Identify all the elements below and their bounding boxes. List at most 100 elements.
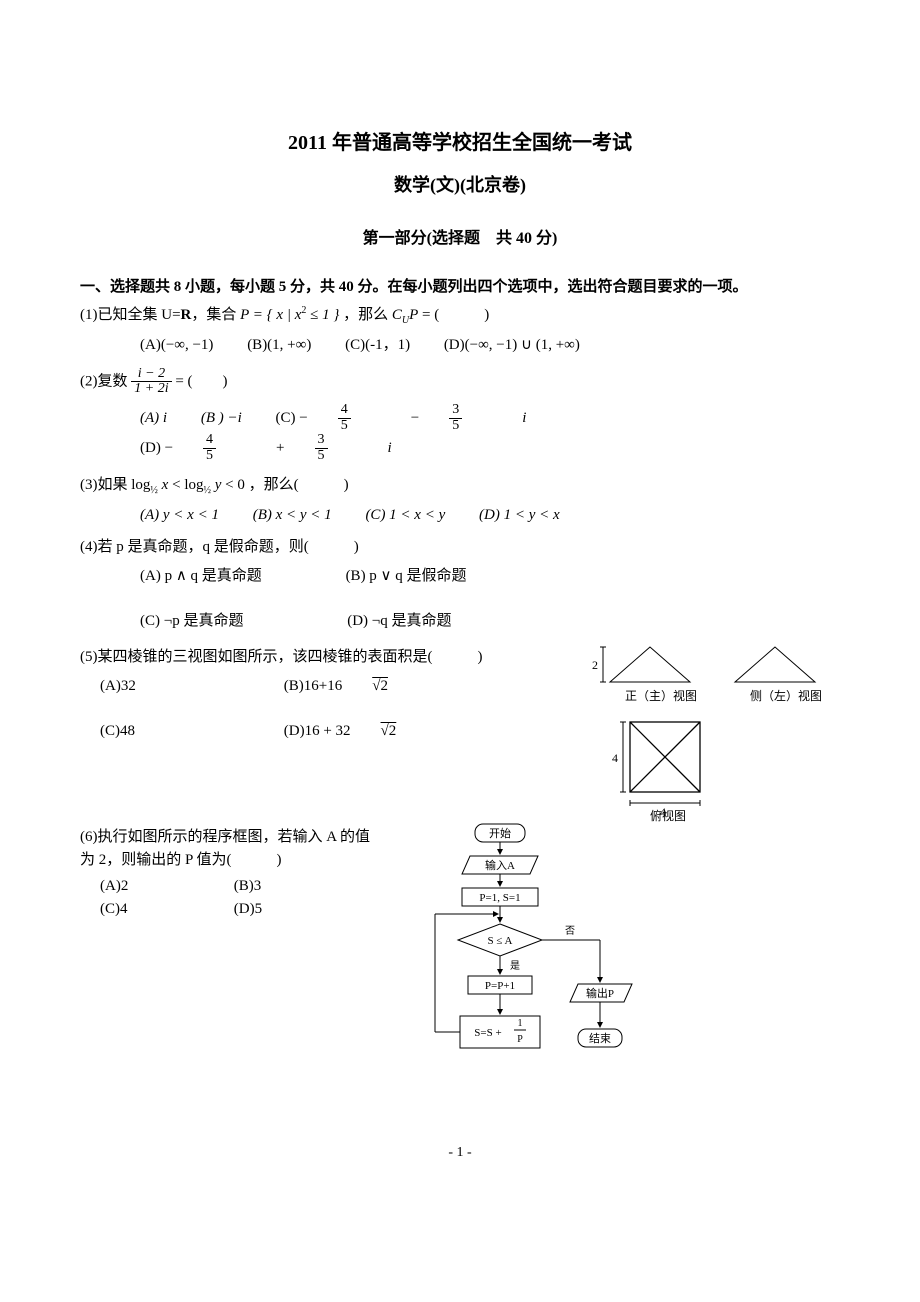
q2-C-f2d: 5 — [449, 419, 462, 434]
q5-opt-D: (D)16 + 32 √2 — [284, 720, 427, 743]
flow-no: 否 — [565, 925, 575, 937]
q4-options: (A) p ∧ q 是真命题 (B) p ∨ q 是假命题 (C) ¬p 是真命… — [140, 565, 840, 633]
q2-den: 1 + 2i — [131, 382, 171, 397]
flow-yes: 是 — [510, 960, 520, 972]
q2-num: i − 2 — [131, 367, 171, 383]
q3-base2: ½ — [203, 485, 211, 496]
q6-opt-B: (B)3 — [234, 878, 262, 894]
q3-opt-A: (A) y < x < 1 — [140, 504, 219, 527]
q4-opt-D: (D) ¬q 是真命题 — [347, 610, 451, 633]
question-4: (4)若 p 是真命题，q 是假命题，则( ) — [80, 536, 840, 559]
q1-R: R — [181, 307, 192, 323]
q2-C-mid: − — [411, 407, 419, 430]
q5-opt-A: (A)32 — [100, 675, 250, 698]
q2-opt-C: (C) −45 − 35 i — [276, 403, 557, 433]
flow-step2-den: P — [517, 1034, 523, 1045]
q3-opt-D: (D) 1 < y < x — [479, 504, 560, 527]
flow-start: 开始 — [489, 826, 511, 840]
q2-D-f1d: 5 — [203, 449, 216, 464]
q3-base1: ½ — [150, 485, 158, 496]
flow-step1: P=P+1 — [485, 980, 515, 992]
exam-title: 2011 年普通高等学校招生全国统一考试 — [80, 128, 840, 158]
q3-lt2: < 0 — [221, 477, 244, 493]
q1-opt-D: (D)(−∞, −1) ∪ (1, +∞) — [444, 334, 580, 357]
q2-C-pre: (C) − — [276, 407, 308, 430]
q2-D-mid: + — [276, 437, 284, 460]
q2-options: (A) i (B ) −i (C) −45 − 35 i (D) −45 + 3… — [140, 403, 840, 464]
q3-x: x — [158, 477, 168, 493]
question-2: (2)复数 i − 21 + 2i = ( ) — [80, 367, 840, 397]
q2-opt-D: (D) −45 + 35 i — [140, 433, 422, 463]
q2-D-f2d: 5 — [315, 449, 328, 464]
q5-dim4a: 4 — [612, 751, 618, 765]
q3-options: (A) y < x < 1 (B) x < y < 1 (C) 1 < x < … — [140, 504, 840, 527]
q3-pre: (3)如果 — [80, 477, 131, 493]
question-5: (5)某四棱锥的三视图如图所示，该四棱锥的表面积是( ) — [80, 646, 580, 669]
q1-mid2: ，那么 — [343, 307, 392, 323]
q2-post: = ( ) — [175, 373, 227, 389]
question-6: (6)执行如图所示的程序框图，若输入 A 的值为 2，则输出的 P 值为( ) — [80, 826, 380, 871]
q2-opt-A: (A) i — [140, 407, 167, 430]
q4-opt-A: (A) p ∧ q 是真命题 — [140, 565, 262, 588]
flow-init: P=1, S=1 — [479, 892, 520, 904]
q4-opt-C: (C) ¬p 是真命题 — [140, 610, 243, 633]
q3-opt-B: (B) x < y < 1 — [253, 504, 332, 527]
q3-post: ，那么( ) — [249, 477, 349, 493]
three-view-diagram: 2 正（主）视图 侧（左）视图 4 4 俯视图 — [580, 642, 840, 822]
q5-opt-B: (B)16+16 √2 — [284, 675, 418, 698]
q6-opt-D: (D)5 — [234, 901, 262, 917]
q3-lt1: < — [168, 477, 184, 493]
q1-stem-pre: (1)已知全集 U= — [80, 307, 181, 323]
q5-B-sq: √2 — [372, 675, 388, 698]
q2-D-pre: (D) − — [140, 437, 173, 460]
q3-opt-C: (C) 1 < x < y — [365, 504, 445, 527]
q2-C-post: i — [522, 407, 526, 430]
subject-title: 数学(文)(北京卷) — [80, 172, 840, 199]
question-1: (1)已知全集 U=R，集合 P = { x | x2 ≤ 1 } ，那么 CU… — [80, 303, 840, 328]
q1-opt-A: (A)(−∞, −1) — [140, 334, 213, 357]
q5-figure: 2 正（主）视图 侧（左）视图 4 4 俯视图 — [580, 642, 840, 822]
instruction-text: 一、选择题共 8 小题，每小题 5 分，共 40 分。在每小题列出四个选项中，选… — [80, 275, 840, 299]
question-3: (3)如果 log½ x < log½ y < 0 ，那么( ) — [80, 474, 840, 498]
q3-log2: log — [184, 477, 203, 493]
q6-options: (A)2 (B)3 (C)4 (D)5 — [100, 875, 380, 920]
q5-opt-C: (C)48 — [100, 720, 250, 743]
flow-step2-lhs: S=S + — [474, 1027, 501, 1039]
flow-cond: S ≤ A — [488, 935, 513, 947]
q6-flowchart: 开始 输入A P=1, S=1 S ≤ A 是 否 P=P+1 — [380, 822, 680, 1102]
q5-D-sq: √2 — [381, 720, 397, 743]
q6-opt-A: (A)2 — [100, 875, 230, 898]
flow-input: 输入A — [485, 858, 515, 872]
q3-y: y — [211, 477, 221, 493]
q1-C: C — [392, 307, 402, 323]
q5-side-label: 侧（左）视图 — [750, 688, 822, 703]
q2-C-f1d: 5 — [338, 419, 351, 434]
q2-D-post: i — [388, 437, 392, 460]
q1-opt-C: (C)(-1，1) — [345, 334, 410, 357]
q1-set-lhs: P = { x | x — [240, 307, 301, 323]
q2-pre: (2)复数 — [80, 373, 131, 389]
q5-front-label: 正（主）视图 — [625, 688, 697, 703]
q1-opt-B: (B)(1, +∞) — [247, 334, 311, 357]
q4-opt-B: (B) p ∨ q 是假命题 — [346, 565, 467, 588]
q2-opt-B: (B ) −i — [201, 407, 242, 430]
page-number: - 1 - — [80, 1142, 840, 1163]
q5-B-pre: (B)16+16 — [284, 675, 342, 698]
q1-set-rhs: ≤ 1 } — [306, 307, 339, 323]
flow-end: 结束 — [589, 1032, 611, 1045]
q3-log1: log — [131, 477, 150, 493]
q2-D-f1n: 4 — [203, 433, 216, 449]
q5-dim2: 2 — [592, 658, 598, 672]
q1-options: (A)(−∞, −1) (B)(1, +∞) (C)(-1，1) (D)(−∞,… — [140, 334, 840, 357]
q1-tail: = ( ) — [422, 307, 489, 323]
q1-Carg: P — [409, 307, 418, 323]
flow-step2-num: 1 — [518, 1018, 523, 1029]
q5-options: (A)32 (B)16+16 √2 (C)48 (D)16 + 32 √2 — [100, 675, 580, 743]
q2-C-f2n: 3 — [449, 403, 462, 419]
q5-top-label: 俯视图 — [650, 808, 686, 822]
q2-C-f1n: 4 — [338, 403, 351, 419]
q1-mid1: ，集合 — [191, 307, 240, 323]
flowchart-svg: 开始 输入A P=1, S=1 S ≤ A 是 否 P=P+1 — [380, 822, 680, 1102]
q5-D-pre: (D)16 + 32 — [284, 720, 351, 743]
q6-opt-C: (C)4 — [100, 898, 230, 921]
